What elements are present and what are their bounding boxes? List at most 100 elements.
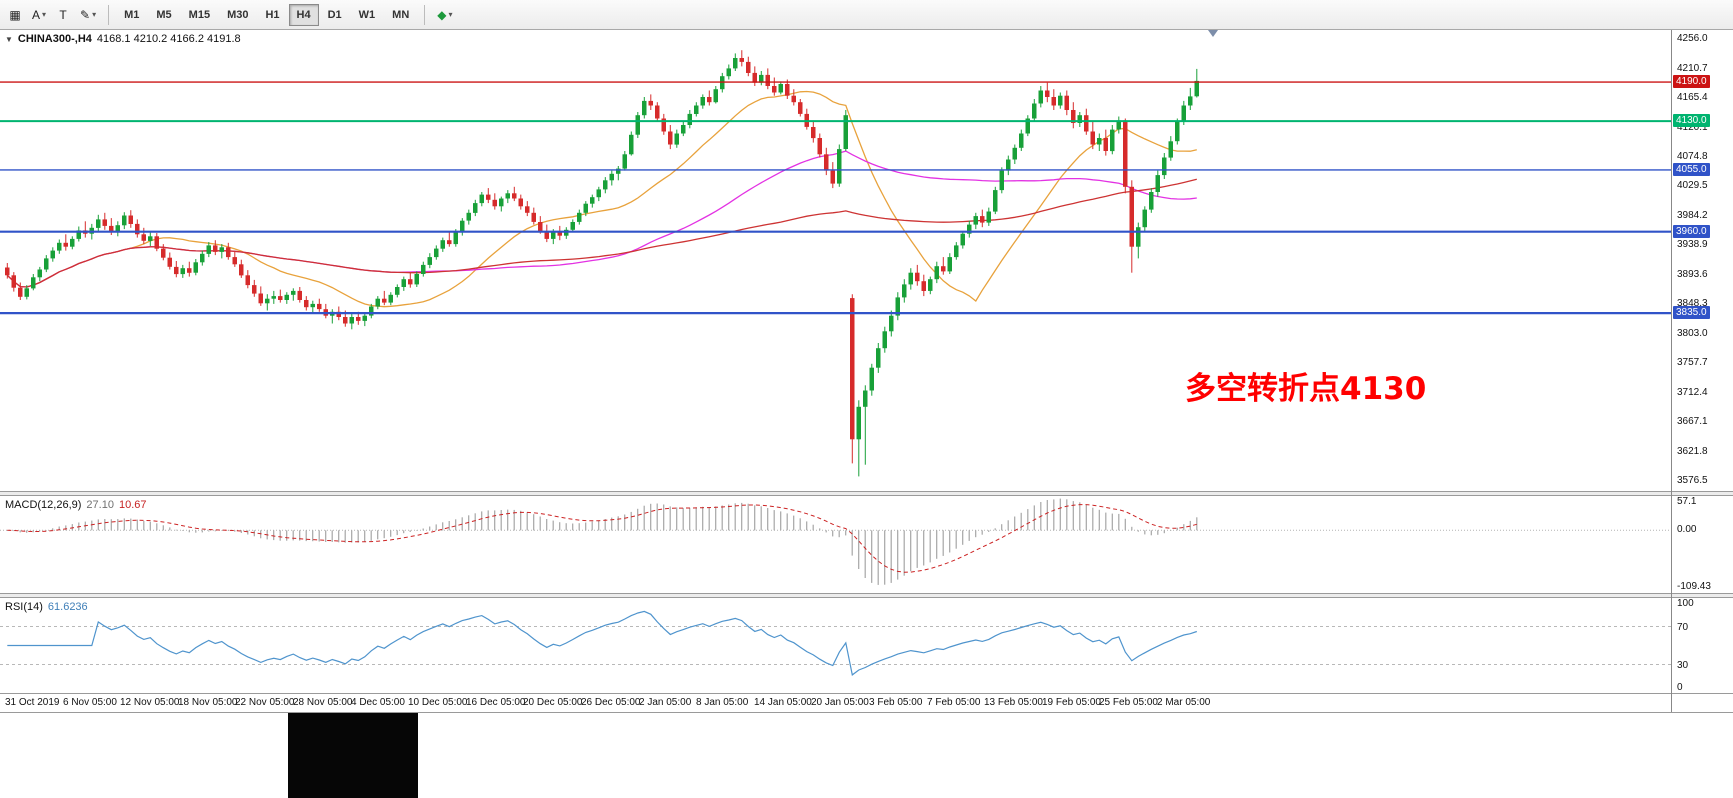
arrow-tool-glyph: T [59,7,67,22]
price-tick-label: 3938.9 [1677,239,1708,250]
timeframe-mn[interactable]: MN [384,4,417,26]
chevron-down-icon: ▾ [42,10,47,19]
objects-tool-button[interactable]: ◆ ▾ [432,3,457,27]
time-tick-label: 13 Feb 05:00 [984,697,1043,709]
timeframe-h1[interactable]: H1 [257,4,287,26]
time-tick-label: 8 Jan 05:00 [696,697,749,709]
chart-ohlc-header: ▼ CHINA300-,H4 4168.1 4210.2 4166.2 4191… [5,33,241,45]
candles-series [5,50,1199,477]
price-tick-label: 4165.4 [1677,92,1708,103]
panel-divider[interactable] [0,593,1671,599]
rsi-tick-label: 0 [1677,682,1683,694]
rsi-header: RSI(14) 61.6236 [5,601,88,613]
toolbar-separator [424,4,426,25]
timeframe-m1[interactable]: M1 [116,4,147,26]
main-price-axis[interactable]: 4256.0 4210.7 4165.4 4120.1 4074.8 4029.5 3984… [1672,30,1733,491]
price-tick-label: 3893.6 [1677,269,1708,280]
macd-axis[interactable]: 57.1 0.00 -109.43 [1672,496,1733,593]
macd-tick-label: 57.1 [1677,496,1697,508]
plots-column: ▼ CHINA300-,H4 4168.1 4210.2 4166.2 4191… [0,30,1671,712]
time-tick-label: 4 Dec 05:00 [351,697,405,709]
pen-tool-icon: ✎ [80,7,91,22]
price-axis-column[interactable]: 4256.0 4210.7 4165.4 4120.1 4074.8 4029.5 3984… [1671,30,1733,712]
macd-header: MACD(12,26,9) 27.10 10.67 [5,499,146,511]
rsi-panel[interactable]: RSI(14) 61.6236 [0,598,1671,694]
macd-panel[interactable]: MACD(12,26,9) 27.10 10.67 [0,496,1671,594]
desktop-below-window [0,713,1733,798]
arrow-tool-button[interactable]: T [52,3,74,27]
time-tick-label: 7 Feb 05:00 [927,697,981,709]
time-tick-label: 31 Oct 2019 [5,697,60,709]
price-tick-label: 4210.7 [1677,63,1708,74]
price-chart-canvas[interactable] [0,30,1671,492]
chart-area: ▼ CHINA300-,H4 4168.1 4210.2 4166.2 4191… [0,30,1733,713]
symbol-timeframe-label: CHINA300-,H4 [17,33,92,45]
macd-tick-label: 0.00 [1677,524,1697,536]
macd-histogram [6,498,1198,586]
time-tick-label: 2 Mar 05:00 [1157,697,1211,709]
chevron-down-icon: ▾ [448,10,453,19]
chart-grid-icon[interactable]: ▦ [4,3,26,27]
ma-20-line [6,90,1197,308]
chart-shift-marker[interactable] [1208,30,1218,37]
pen-tool-button[interactable]: ✎ ▾ [75,3,101,27]
ma-60-line [6,150,1197,288]
time-tick-label: 20 Dec 05:00 [523,697,583,709]
price-tick-label: 3848.3 [1677,298,1708,309]
time-tick-label: 20 Jan 05:00 [811,697,869,709]
timeframe-h4-selected[interactable]: H4 [288,3,319,26]
price-level-badge: 4130.0 [1673,114,1710,127]
price-level-badge: 4055.0 [1673,163,1710,176]
axis-corner [1672,693,1733,712]
rsi-canvas [0,610,1671,677]
macd-main-value: 27.10 [86,499,114,512]
time-axis[interactable]: 31 Oct 2019 6 Nov 05:00 12 Nov 05:00 18 Nov… [0,693,1671,712]
timeframe-m15[interactable]: M15 [181,4,218,26]
price-tick-label: 3576.5 [1677,475,1708,486]
rsi-value: 61.6236 [47,601,88,614]
time-tick-label: 22 Nov 05:00 [235,697,295,709]
price-tick-label: 4074.8 [1677,151,1708,162]
price-level-badge: 3835.0 [1673,306,1710,319]
rsi-axis[interactable]: 100 70 30 0 [1672,598,1733,693]
time-tick-label: 28 Nov 05:00 [293,697,353,709]
timeframe-d1[interactable]: D1 [320,4,350,26]
panel-divider[interactable] [1672,593,1733,599]
toolbar-separator [108,4,110,25]
timeframe-m30[interactable]: M30 [219,4,256,26]
background-window-fragment [288,713,418,798]
objects-tool-icon: ◆ [437,7,447,22]
price-level-badge: 4190.0 [1673,75,1710,88]
time-tick-label: 18 Nov 05:00 [178,697,238,709]
price-tick-label: 3621.8 [1677,446,1708,457]
price-tick-label: 3667.1 [1677,416,1708,427]
time-tick-label: 19 Feb 05:00 [1042,697,1101,709]
price-tick-label: 4256.0 [1677,33,1708,44]
timeframe-w1[interactable]: W1 [351,4,384,26]
text-tool-button[interactable]: A ▾ [27,3,51,27]
text-tool-glyph: A [32,7,41,22]
time-tick-label: 25 Feb 05:00 [1099,697,1158,709]
macd-tick-label: -109.43 [1677,581,1711,593]
price-tick-label: 4029.5 [1677,180,1708,191]
time-tick-label: 10 Dec 05:00 [408,697,468,709]
time-tick-label: 2 Jan 05:00 [639,697,692,709]
price-tick-label: 3712.4 [1677,387,1708,398]
price-tick-label: 4120.1 [1677,122,1708,133]
time-tick-label: 6 Nov 05:00 [63,697,117,709]
price-tick-label: 3984.2 [1677,210,1708,221]
panel-divider[interactable] [1672,491,1733,497]
collapse-icon[interactable]: ▼ [5,35,13,44]
main-chart-panel[interactable]: ▼ CHINA300-,H4 4168.1 4210.2 4166.2 4191… [0,30,1671,492]
rsi-tick-label: 100 [1677,598,1694,610]
rsi-tick-label: 70 [1677,622,1689,634]
panel-divider[interactable] [0,491,1671,497]
rsi-line [7,610,1197,677]
chevron-down-icon: ▾ [92,10,97,19]
rsi-tick-label: 30 [1677,660,1689,672]
time-tick-label: 3 Feb 05:00 [869,697,923,709]
macd-canvas [0,498,1671,586]
price-tick-label: 3803.0 [1677,328,1708,339]
timeframe-m5[interactable]: M5 [148,4,179,26]
toolbar: ▦ A ▾ T ✎ ▾ M1 M5 M15 M30 H1 H4 D1 W1 MN… [0,0,1733,30]
